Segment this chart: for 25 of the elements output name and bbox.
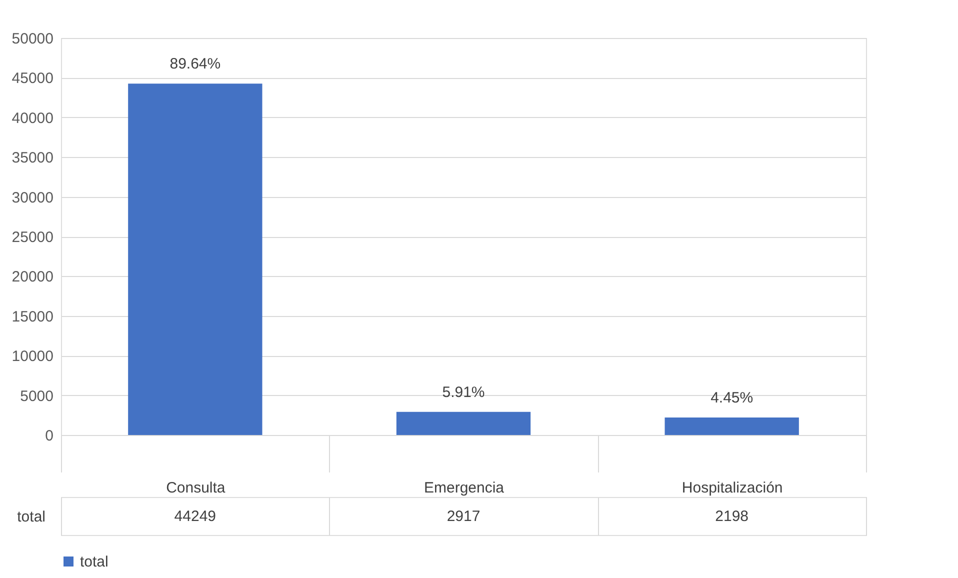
annotation: 89.64% [170,56,221,73]
y-tick-label: 40000 [12,110,54,127]
y-tick-label: 45000 [12,70,54,88]
text: total [17,508,46,526]
y-tick-label: 15000 [12,308,54,326]
x-tick-label: Emergencia [424,480,505,496]
x-tick-label: Consulta [166,480,226,496]
data-label: 2917 [446,508,480,525]
bar [664,418,799,435]
data-label: 2198 [715,508,749,525]
y-tick-label: 50000 [12,30,54,48]
y-tick-label: 35000 [12,150,54,167]
bar [396,412,531,435]
y-tick-label: 0 [45,428,54,444]
y-tick-label: 25000 [12,229,54,246]
annotation: 5.91% [442,384,485,401]
legend-label: total [80,554,108,570]
x-tick-label: Hospitalización [682,480,783,496]
annotation: 4.45% [710,390,754,407]
y-tick-label: 10000 [12,348,54,366]
y-tick-label: 5000 [20,388,54,405]
y-tick-label: 20000 [12,268,54,286]
data-label: 44249 [174,508,216,525]
bar [128,84,262,435]
y-tick-label: 30000 [12,189,54,206]
